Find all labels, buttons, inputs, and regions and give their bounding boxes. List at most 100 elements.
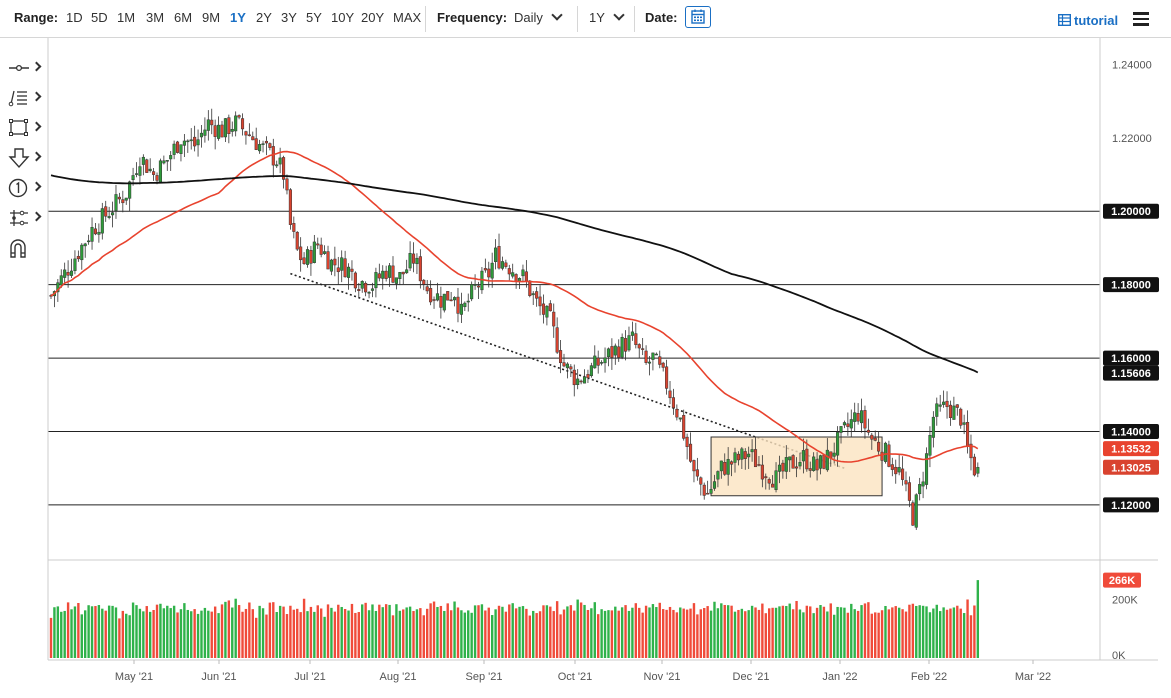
volume-bar <box>309 606 313 658</box>
pattern-tool-icon[interactable] <box>6 206 44 230</box>
volume-bar <box>856 610 860 658</box>
range-button-6m[interactable]: 6M <box>174 10 193 25</box>
range-button-5d[interactable]: 5D <box>91 10 108 25</box>
volume-bar <box>497 605 501 658</box>
volume-bar <box>467 610 470 658</box>
candle-body <box>818 455 823 469</box>
candle <box>401 271 405 285</box>
annotation-number-icon[interactable] <box>6 176 44 200</box>
candle-body <box>836 432 840 456</box>
volume-bar <box>836 606 839 658</box>
calendar-button[interactable] <box>685 6 711 28</box>
price-tag-label: 1.14000 <box>1111 427 1151 439</box>
volume-bar <box>703 608 706 658</box>
volume-bar <box>843 607 846 658</box>
candle-body <box>162 160 166 164</box>
candle <box>466 293 470 312</box>
candle <box>350 260 354 281</box>
candle <box>196 129 200 157</box>
volume-bar <box>200 610 203 658</box>
volume-bar <box>183 603 186 658</box>
price-chart[interactable]: 1.24000 1.22000 1.20000 1.18000 1.16000 1.156… <box>0 38 1171 698</box>
candle-body <box>305 249 310 265</box>
volume-bar <box>730 605 733 658</box>
candle-body <box>316 243 320 246</box>
volume-bar <box>921 605 925 658</box>
volume-bar <box>552 611 555 658</box>
candle-body <box>319 244 323 255</box>
range-button-max[interactable]: MAX <box>393 10 422 25</box>
volume-bar <box>627 610 631 658</box>
volume-bar <box>579 602 583 658</box>
candle-body <box>367 292 371 294</box>
menu-icon[interactable] <box>1133 12 1149 26</box>
candle <box>295 231 299 251</box>
volume-bar <box>744 611 747 658</box>
line-tool-icon[interactable] <box>6 56 44 80</box>
candle <box>473 274 477 290</box>
candle-body <box>435 293 440 301</box>
candle-body <box>955 404 959 408</box>
magnet-icon[interactable] <box>6 236 44 260</box>
range-button-3m[interactable]: 3M <box>146 10 165 25</box>
candle <box>545 304 549 326</box>
candle-body <box>240 118 245 130</box>
volume-bar <box>850 603 853 658</box>
candle <box>114 184 118 219</box>
tutorial-link[interactable]: tutorial <box>1057 13 1118 28</box>
volume-bar <box>494 609 497 658</box>
volume-bar <box>265 614 268 658</box>
volume-bar <box>781 605 785 658</box>
candle-body <box>545 305 549 318</box>
candle-body <box>261 143 265 145</box>
volume-bar <box>812 613 815 658</box>
candle <box>230 121 234 137</box>
range-button-1d[interactable]: 1D <box>66 10 83 25</box>
range-button-1m[interactable]: 1M <box>117 10 136 25</box>
range-button-20y[interactable]: 20Y <box>361 10 385 25</box>
candle-body <box>907 482 911 501</box>
volume-bar <box>166 605 169 658</box>
volume-bar <box>939 611 942 658</box>
volume-bar <box>884 605 887 658</box>
range-button-1y[interactable]: 1Y <box>230 10 246 25</box>
candle <box>586 369 590 384</box>
candle <box>678 417 682 422</box>
candle <box>429 280 433 306</box>
candle <box>904 471 908 492</box>
volume-bar <box>432 601 436 658</box>
candle-body <box>429 288 433 303</box>
volume-bar <box>607 610 610 658</box>
range-button-3y[interactable]: 3Y <box>281 10 297 25</box>
candle <box>620 333 624 360</box>
period-select[interactable]: 1Y <box>589 9 625 26</box>
candle <box>158 158 162 183</box>
volume-bar <box>371 604 374 658</box>
price-tag-box <box>1103 497 1159 513</box>
arrow-down-tool-icon[interactable] <box>6 146 44 170</box>
candle <box>853 402 857 432</box>
range-button-5y[interactable]: 5Y <box>306 10 322 25</box>
frequency-select[interactable]: Daily <box>514 9 563 26</box>
candle <box>535 286 539 307</box>
range-button-10y[interactable]: 10Y <box>331 10 355 25</box>
candle-body <box>928 435 932 456</box>
candle <box>921 471 925 499</box>
volume-bar <box>398 610 402 658</box>
candle <box>264 136 269 156</box>
candle-body <box>210 119 214 126</box>
volume-bar <box>706 606 709 658</box>
range-button-2y[interactable]: 2Y <box>256 10 272 25</box>
candle <box>870 432 874 450</box>
volume-bar <box>107 605 111 658</box>
candle-body <box>128 181 132 199</box>
candle-body <box>849 419 853 429</box>
fibonacci-tool-icon[interactable] <box>6 86 44 110</box>
candle <box>179 144 183 162</box>
candle-body <box>182 140 186 146</box>
range-button-9m[interactable]: 9M <box>202 10 221 25</box>
volume-bar <box>788 603 791 658</box>
volume-bar <box>244 608 248 658</box>
rectangle-tool-icon[interactable] <box>6 116 44 140</box>
volume-bar <box>802 612 805 658</box>
